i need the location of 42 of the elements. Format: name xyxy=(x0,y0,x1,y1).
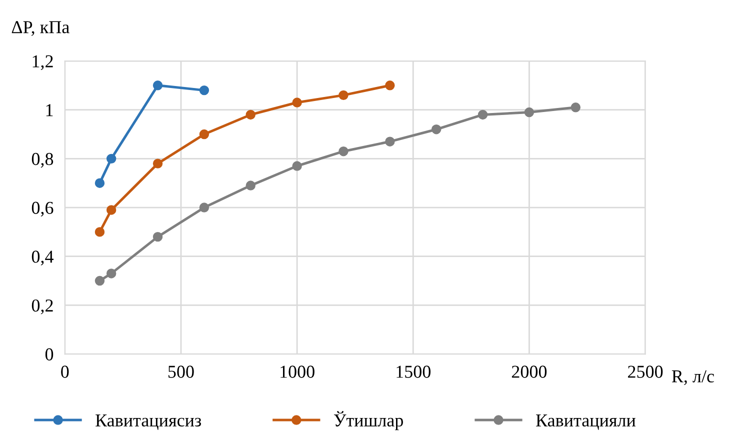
legend-label: Кавитацияли xyxy=(536,414,636,430)
point xyxy=(152,232,163,242)
point xyxy=(524,107,534,118)
y-tick-label: 0 xyxy=(45,348,54,360)
point xyxy=(292,161,302,171)
legend-label: Кавитациясиз xyxy=(96,414,201,430)
y-tick-label: 0,4 xyxy=(32,250,54,266)
y-tick-label: 1 xyxy=(46,104,53,116)
x-tick-label: 2500 xyxy=(628,366,663,378)
x-tick-label: 1000 xyxy=(280,366,314,378)
x-tick-label: 2000 xyxy=(512,366,547,378)
point xyxy=(246,110,256,120)
point xyxy=(106,268,116,278)
y-axis-title: ΔP, кПа xyxy=(12,21,70,36)
x-tick-label: 1500 xyxy=(396,366,430,378)
y-tick-label: 0,8 xyxy=(32,152,54,168)
legend-label: Ўтишлар xyxy=(334,411,403,430)
point xyxy=(385,136,395,146)
point xyxy=(94,227,105,237)
point xyxy=(338,146,348,156)
point xyxy=(478,110,488,120)
point xyxy=(246,180,256,190)
point xyxy=(431,124,442,134)
y-tick-label: 1,2 xyxy=(32,55,53,70)
point xyxy=(94,178,105,188)
point xyxy=(570,102,581,112)
point xyxy=(199,202,210,212)
point xyxy=(152,80,163,90)
point xyxy=(385,80,395,90)
point xyxy=(199,85,210,96)
point xyxy=(106,154,116,164)
y-tick-label: 0,6 xyxy=(32,202,54,217)
point xyxy=(106,205,116,215)
point xyxy=(94,276,105,286)
point xyxy=(152,158,163,168)
point xyxy=(292,98,302,108)
x-tick-label: 0 xyxy=(61,366,69,378)
x-tick-label: 500 xyxy=(168,366,194,378)
point xyxy=(199,129,210,140)
x-axis-title: R, л/с xyxy=(672,370,714,386)
y-tick-label: 0,2 xyxy=(32,299,53,314)
point xyxy=(338,90,348,100)
